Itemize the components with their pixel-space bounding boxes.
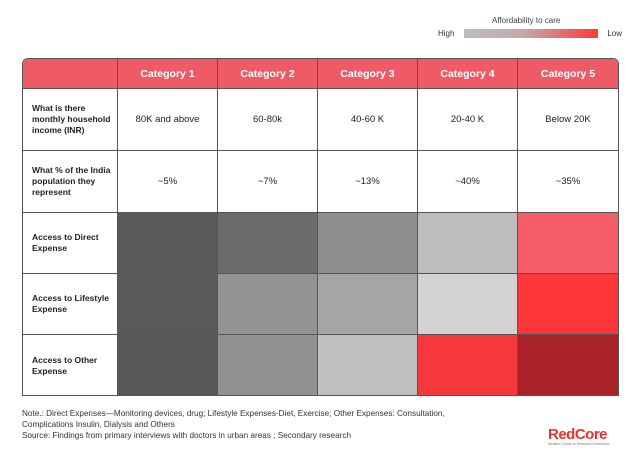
legend-title: Affordability to care	[492, 16, 561, 25]
column-header: Category 1	[118, 59, 218, 89]
redcore-logo: RedCore Medline Centre of Research Excel…	[548, 426, 628, 450]
table-cell: ~35%	[518, 151, 618, 213]
row-label: What is there monthly household income (…	[23, 89, 118, 151]
heat-cell	[218, 335, 318, 395]
legend-gradient-bar	[464, 29, 598, 38]
footnotes: Note.: Direct Expenses—Monitoring device…	[22, 408, 522, 441]
row-label: What % of the India population they repr…	[23, 151, 118, 213]
note-line-2: Complications Insulin, Dialysis and Othe…	[22, 420, 175, 429]
heat-cell	[418, 213, 518, 274]
table-cell: ~13%	[318, 151, 418, 213]
table-header-corner	[23, 59, 118, 89]
heat-cell	[118, 274, 218, 335]
table-cell: 40-60 K	[318, 89, 418, 151]
table-cell: 20-40 K	[418, 89, 518, 151]
source-line: Source: Findings from primary interviews…	[22, 431, 352, 440]
logo-text-core: Core	[574, 426, 608, 443]
column-header: Category 4	[418, 59, 518, 89]
heat-cell	[118, 335, 218, 395]
heat-cell	[318, 335, 418, 395]
table-cell: ~5%	[118, 151, 218, 213]
heat-cell	[218, 213, 318, 274]
table-cell: 80K and above	[118, 89, 218, 151]
legend-high-label: High	[438, 29, 455, 38]
heat-cell	[318, 274, 418, 335]
heat-cell	[518, 213, 618, 274]
heat-cell	[218, 274, 318, 335]
column-header: Category 2	[218, 59, 318, 89]
logo-text-red: Red	[548, 426, 575, 443]
row-label: Access to Direct Expense	[23, 213, 118, 274]
table-cell: 60-80k	[218, 89, 318, 151]
logo-tagline: Medline Centre of Research Excellence	[548, 442, 610, 446]
affordability-legend: Affordability to care High Low	[438, 16, 622, 42]
heat-cell	[118, 213, 218, 274]
legend-low-label: Low	[607, 29, 622, 38]
note-line-1: Note.: Direct Expenses—Monitoring device…	[22, 409, 445, 418]
table-cell: ~7%	[218, 151, 318, 213]
heat-cell	[518, 335, 618, 395]
column-header: Category 5	[518, 59, 618, 89]
heat-cell	[418, 274, 518, 335]
row-label: Access to Lifestyle Expense	[23, 274, 118, 335]
table-cell: ~40%	[418, 151, 518, 213]
column-header: Category 3	[318, 59, 418, 89]
row-label: Access to Other Expense	[23, 335, 118, 395]
affordability-table: Category 1 Category 2 Category 3 Category 4…	[22, 58, 619, 396]
heat-cell	[318, 213, 418, 274]
table-cell: Below 20K	[518, 89, 618, 151]
heat-cell	[518, 274, 618, 335]
heat-cell	[418, 335, 518, 395]
